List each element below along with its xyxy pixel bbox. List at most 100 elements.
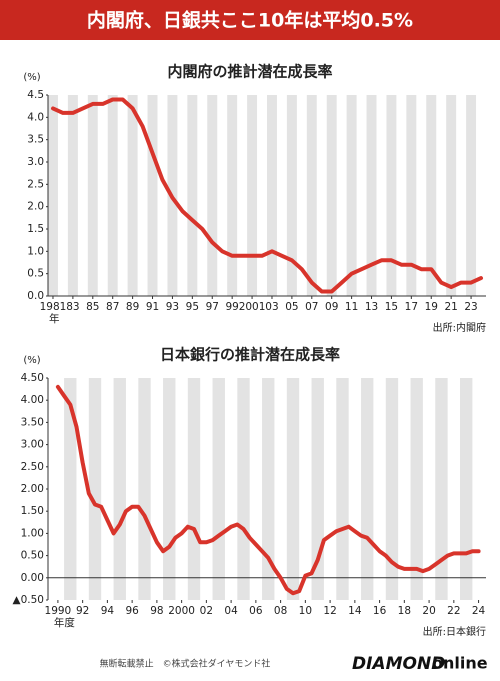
x-tick-label: 92 [76,605,89,617]
stripe [247,95,258,296]
x-tick-label: 23 [464,301,477,313]
stripe [336,378,349,600]
stripe [435,378,448,600]
x-tick-label: 12 [323,605,336,617]
stripe [147,95,158,296]
stripe [163,378,176,600]
y-tick-label: 0.0 [27,290,44,302]
y-tick-label: 0.00 [21,572,44,584]
stripe [426,95,437,296]
stripe [286,95,297,296]
y-tick-label: 2.00 [21,483,44,495]
x-tick-label: 10 [299,605,312,617]
x-tick-label: 2000 [168,605,195,617]
x-tick-label: 14 [348,605,362,617]
stripe [237,378,250,600]
stripe [306,95,317,296]
x-tick-label: 89 [126,301,139,313]
data-line [55,384,481,596]
x-tick-label: 07 [305,301,318,313]
x-tick-label: 03 [265,301,278,313]
x-tick-label: 11 [345,301,358,313]
stripe [267,95,277,296]
stripe [446,95,457,296]
y-tick-label: 2.0 [27,201,44,213]
x-tick-label: 24 [472,605,486,617]
y-tick-label: 1.00 [21,527,44,539]
x-tick-label: 20 [422,605,435,617]
y-tick-label: 0.5 [27,268,44,280]
x-tick-label: 94 [101,605,115,617]
chart-title: 内閣府の推計潜在成長率 [167,63,332,81]
stripe [212,378,225,600]
y-tick-label: 4.0 [27,111,44,123]
y-tick-label: 1.0 [27,245,44,257]
stripe [64,378,77,600]
y-tick-label: 0.50 [21,550,44,562]
y-tick-label: 3.0 [27,156,44,168]
stripe [286,378,300,600]
x-tick-label: 93 [166,301,179,313]
stripe [385,378,399,600]
data-line [51,97,483,294]
stripe [138,378,151,600]
stripe [207,95,218,296]
logo-light: online [432,654,488,673]
copyright: 無断転載禁止 ©株式会社ダイヤモンド社 [100,658,271,670]
x-tick-label: 97 [206,301,219,313]
stripe [87,95,98,296]
x-tick-label: 1981 [40,301,67,313]
page-title: 内閣府、日銀共ここ10年は平均0.5% [87,9,413,32]
y-tick-label: 4.00 [21,394,44,406]
stripe [187,95,198,296]
stripe [187,378,201,600]
stripe [386,95,397,296]
y-tick-label: 1.5 [27,223,44,235]
x-unit: 年度 [54,616,75,629]
stripe [466,95,477,296]
y-tick-label: 3.00 [21,439,44,451]
stripe [366,95,377,296]
y-tick-label: 2.50 [21,461,44,473]
source: 出所:日本銀行 [423,625,486,638]
source: 出所:内閣府 [433,321,486,334]
x-tick-label: 91 [146,301,159,313]
x-tick-label: 05 [285,301,298,313]
stripe [262,378,275,600]
x-tick-label: 98 [150,605,163,617]
y-unit: (%) [23,355,40,366]
stripe [326,95,337,296]
x-tick-label: 22 [447,605,460,617]
x-tick-label: 1990 [45,605,72,617]
stripe [88,378,102,600]
header-band [0,0,500,40]
x-tick-label: 02 [200,605,213,617]
stripe [410,378,423,600]
x-tick-label: 15 [385,301,398,313]
x-tick-label: 83 [66,301,79,313]
y-tick-label: 3.5 [27,134,44,146]
x-tick-label: 96 [125,605,139,617]
y-tick-label: 4.50 [21,372,44,384]
x-tick-label: 21 [444,301,457,313]
stripe [346,95,357,296]
x-tick-label: 85 [86,301,99,313]
stripe [107,95,118,296]
y-tick-label: 4.5 [27,89,44,101]
x-tick-label: 16 [373,605,387,617]
stripe [227,95,238,296]
x-tick-label: 2001 [239,301,266,313]
x-unit: 年 [49,312,60,325]
stripe [460,378,473,600]
x-tick-label: 18 [398,605,411,617]
x-tick-label: 06 [249,605,263,617]
logo-bold: DIAMOND [352,654,445,674]
stripe [406,95,417,296]
x-tick-label: 04 [224,605,238,617]
x-tick-label: 17 [405,301,418,313]
y-tick-label: ▲0.50 [13,594,44,606]
y-unit: (%) [23,72,40,83]
stripe [361,378,374,600]
